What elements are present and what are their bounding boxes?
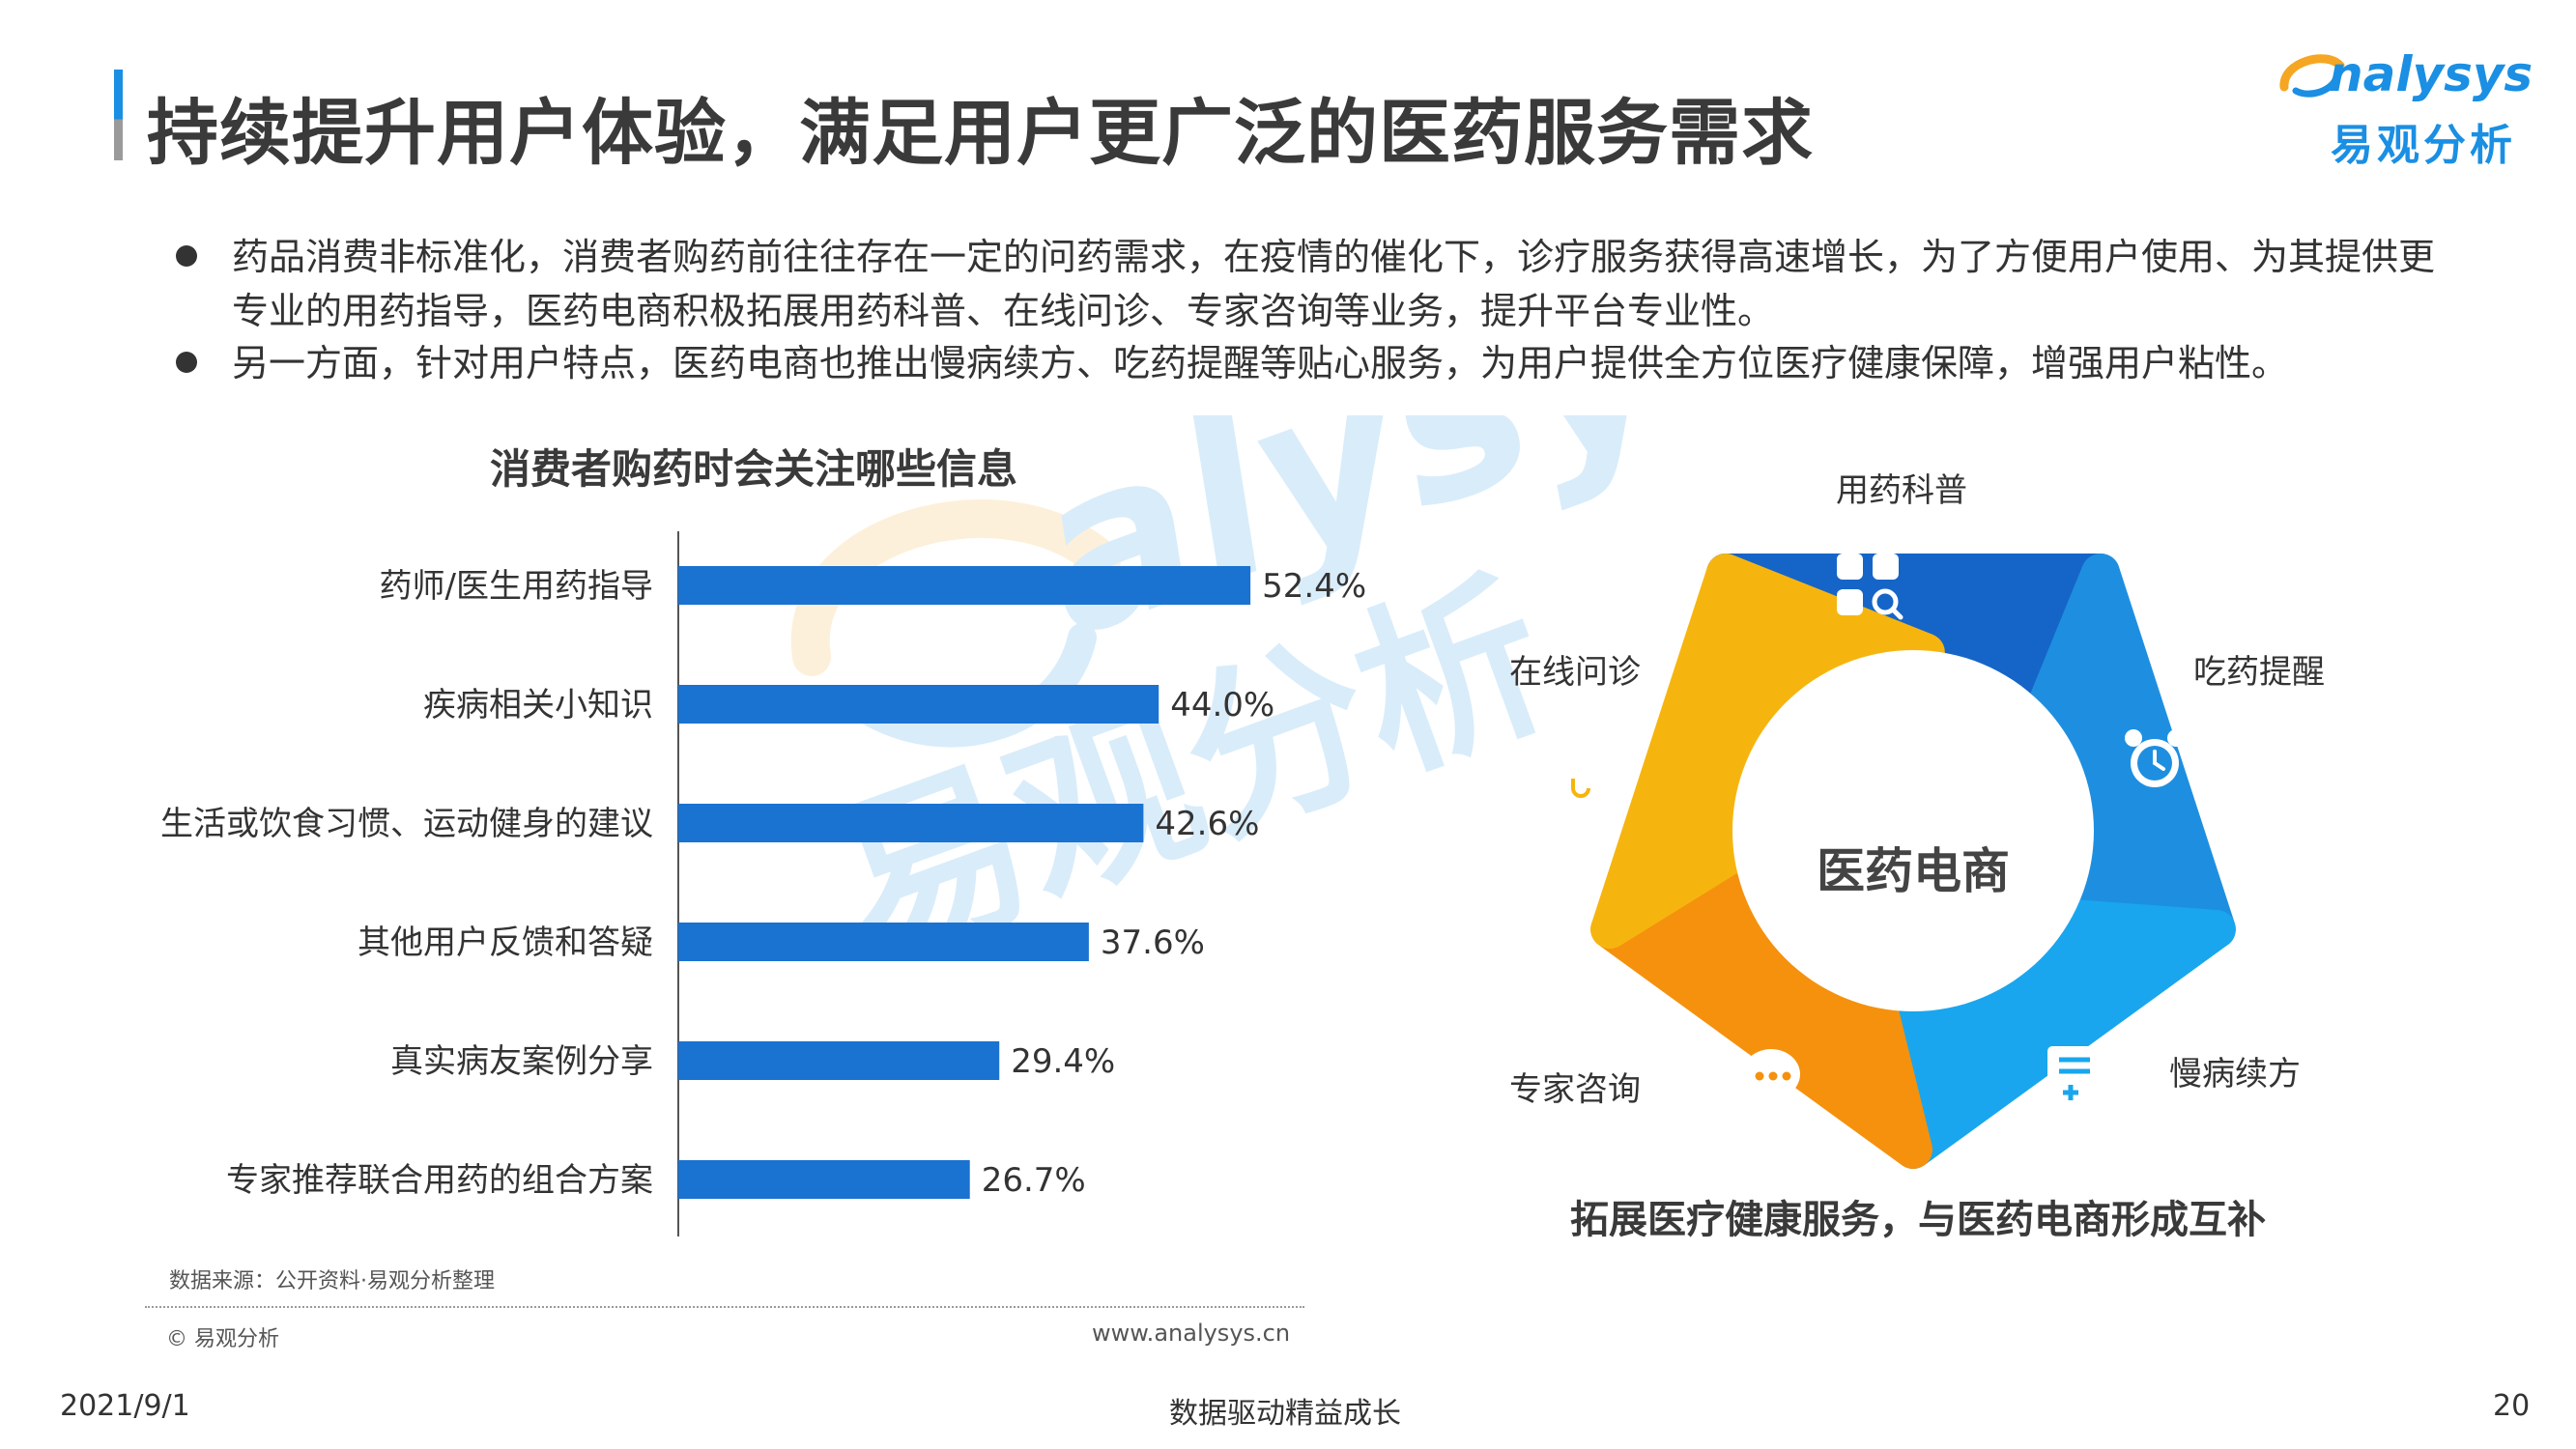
value-label: 29.4% [1011, 1042, 1115, 1081]
category-label: 真实病友案例分享 [390, 1042, 653, 1081]
bullet-point-2: 另一方面，针对用户特点，医药电商也推出慢病续方、吃药提醒等贴心服务，为用户提供全… [176, 336, 2450, 390]
category-label: 专家推荐联合用药的组合方案 [226, 1161, 653, 1200]
bar [678, 566, 1251, 605]
logo-arc-icon [2279, 54, 2345, 98]
data-source-note: 数据来源：公开资料·易观分析整理 [169, 1269, 495, 1293]
value-label: 52.4% [1262, 567, 1366, 606]
page-title: 持续提升用户体验，满足用户更广泛的医药服务需求 [147, 92, 1814, 175]
category-label: 生活或饮食习惯、运动健身的建议 [160, 805, 653, 843]
bar [678, 685, 1159, 724]
apps-search-icon [1837, 554, 1903, 620]
category-label: 疾病相关小知识 [423, 686, 653, 724]
bar-chart: 药师/医生用药指导 52.4% 疾病相关小知识 44.0% 生活或饮食习惯、运动健身的建… [160, 531, 1366, 1236]
chat-bubbles-icon [1740, 1049, 1800, 1105]
bullet-dot-icon [176, 245, 197, 267]
category-label: 药师/医生用药指导 [380, 567, 653, 606]
bullet-dot-icon [176, 352, 197, 373]
website-link[interactable]: www.analysys.cn [1092, 1320, 1291, 1347]
title-accent-bar [114, 70, 123, 160]
ring-center-label: 医药电商 [1817, 843, 2010, 899]
value-label: 37.6% [1101, 923, 1205, 962]
page-number: 20 [2493, 1389, 2531, 1423]
bar [678, 1041, 1000, 1080]
alarm-clock-icon [2125, 729, 2185, 787]
footer-slogan: 数据驱动精益成长 [1169, 1397, 1401, 1431]
bullet-point-1: 药品消费非标准化，消费者购药前往往存在一定的问药需求，在疫情的催化下，诊疗服务获… [176, 230, 2450, 338]
value-label: 26.7% [982, 1161, 1086, 1200]
ring-label-medication-reminder: 吃药提醒 [2193, 653, 2325, 692]
category-label: 其他用户反馈和答疑 [358, 923, 653, 962]
doctor-icon [1558, 744, 1612, 800]
prescription-icon [2047, 1046, 2102, 1108]
footer-date: 2021/9/1 [60, 1389, 190, 1423]
logo-text: nalysys [2329, 46, 2533, 102]
ring-label-online-consult: 在线问诊 [1509, 653, 1641, 692]
analysys-logo: nalysys 易观分析 [2261, 39, 2533, 174]
ring-label-chronic-refill: 慢病续方 [2169, 1055, 2301, 1094]
chart-title: 消费者购药时会关注哪些信息 [489, 445, 1017, 493]
value-label: 44.0% [1170, 686, 1274, 724]
bar [678, 1160, 970, 1199]
ring-label-expert-consult: 专家咨询 [1509, 1070, 1641, 1109]
copyright-text: © 易观分析 [166, 1327, 279, 1351]
ring-label-drug-science: 用药科普 [1836, 471, 1967, 510]
bullet-text: 另一方面，针对用户特点，医药电商也推出慢病续方、吃药提醒等贴心服务，为用户提供全… [232, 342, 2289, 384]
bullet-text: 药品消费非标准化，消费者购药前往往存在一定的问药需求，在疫情的催化下，诊疗服务获… [232, 236, 2436, 332]
logo-chinese-text: 易观分析 [2331, 121, 2516, 170]
bar [678, 923, 1089, 961]
ring-center-hole [1732, 650, 2094, 1011]
value-label: 42.6% [1155, 805, 1259, 843]
ring-caption: 拓展医疗健康服务，与医药电商形成互补 [1570, 1198, 2266, 1242]
bar [678, 804, 1144, 842]
dotted-divider [145, 1306, 1304, 1308]
service-ring-diagram [1558, 554, 2236, 1169]
